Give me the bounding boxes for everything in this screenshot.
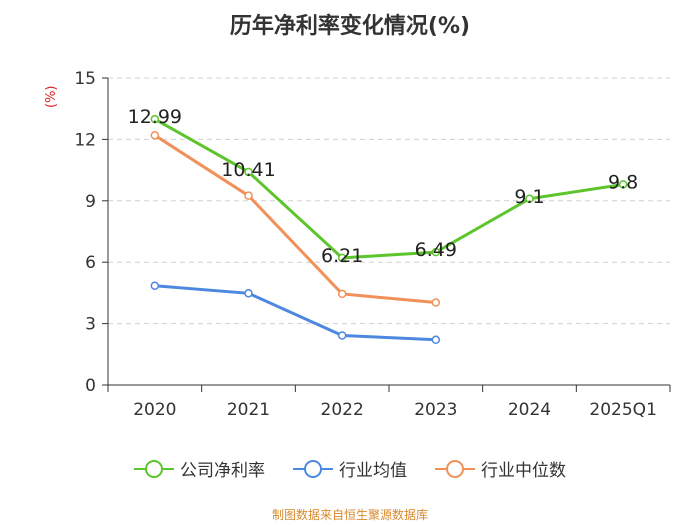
- data-point: [525, 194, 534, 204]
- data-label: 9.8: [608, 171, 638, 193]
- x-tick-label: 2021: [227, 400, 270, 420]
- legend-marker-icon: [293, 459, 333, 478]
- data-label: 12.99: [128, 106, 182, 128]
- series-line-2: [154, 134, 436, 305]
- x-tick-label: 2024: [508, 400, 551, 420]
- legend-label: 行业中位数: [481, 461, 566, 481]
- legend-item-company[interactable]: 公司净利率: [134, 456, 265, 481]
- data-label: 10.41: [221, 159, 275, 181]
- legend-marker-icon: [134, 459, 174, 478]
- x-tick-label: 2022: [321, 400, 364, 420]
- legend-item-industry-median[interactable]: 行业中位数: [435, 456, 566, 481]
- data-point: [244, 167, 253, 177]
- legend-item-industry-mean[interactable]: 行业均值: [293, 456, 407, 481]
- data-point: [431, 335, 441, 345]
- y-tick-label: 9: [85, 192, 96, 212]
- data-label: 9.1: [514, 186, 544, 208]
- data-point: [244, 191, 253, 200]
- y-tick-label: 0: [85, 376, 96, 396]
- legend-label: 行业均值: [339, 461, 407, 481]
- data-point: [618, 180, 628, 189]
- data-point: [337, 289, 347, 299]
- legend-marker-icon: [435, 459, 475, 478]
- data-point: [150, 114, 160, 124]
- legend-label: 公司净利率: [180, 461, 265, 481]
- data-label: 6.21: [321, 245, 363, 267]
- x-tick-label: 2023: [414, 400, 457, 420]
- data-point: [150, 131, 160, 140]
- source-note: 制图数据来自恒生聚源数据库: [271, 508, 428, 522]
- y-tick-label: 3: [85, 315, 96, 335]
- y-tick-label: 6: [85, 253, 96, 273]
- data-point: [337, 253, 347, 263]
- series-line-1: [154, 284, 436, 342]
- data-point: [431, 298, 441, 307]
- series-line-0: [154, 117, 624, 260]
- x-tick-label: 2025Q1: [589, 400, 656, 420]
- data-point: [431, 247, 441, 257]
- data-label: 6.49: [415, 239, 457, 261]
- data-point: [150, 281, 160, 290]
- y-tick-label: 12: [74, 130, 96, 150]
- data-point: [244, 289, 253, 298]
- x-tick-label: 2020: [133, 400, 176, 420]
- legend: 公司净利率 行业均值 行业中位数: [0, 456, 700, 481]
- data-point: [337, 331, 347, 340]
- y-tick-label: 15: [74, 69, 96, 89]
- chart-title: 历年净利率变化情况(%): [229, 14, 471, 39]
